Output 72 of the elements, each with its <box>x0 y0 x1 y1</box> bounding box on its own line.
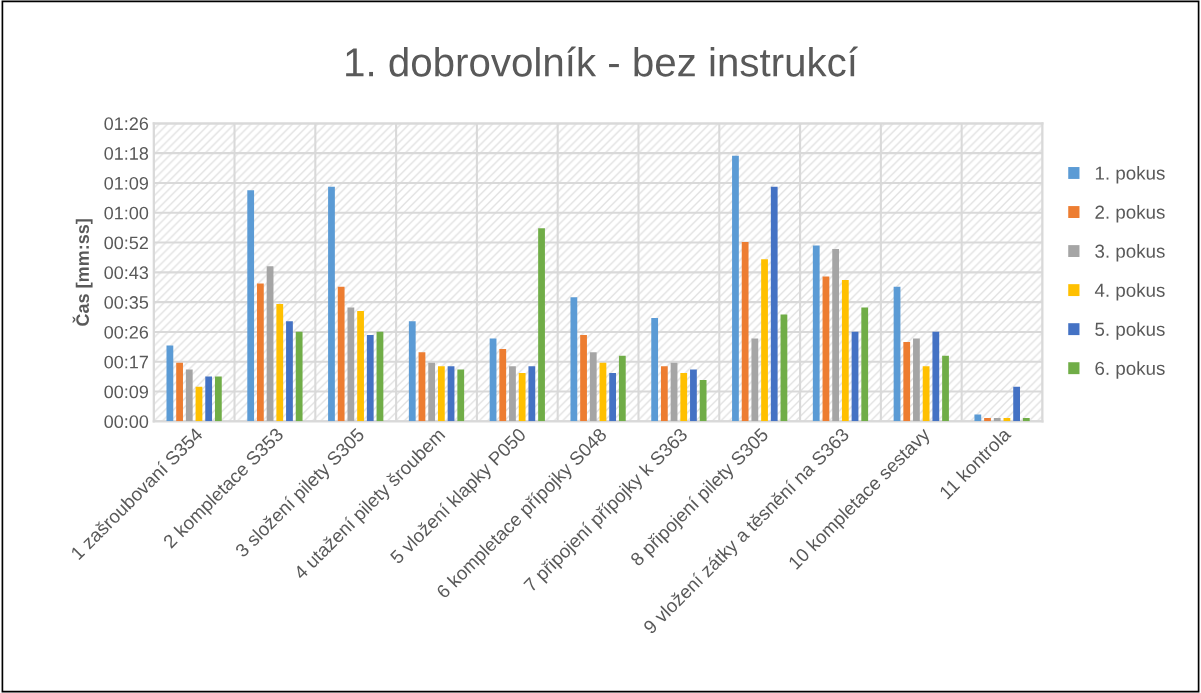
y-tick-label: 00:00 <box>104 415 149 429</box>
bar <box>295 331 303 422</box>
bar <box>680 373 688 422</box>
bar <box>913 338 920 422</box>
chart-title: 1. dobrovolník - bez instrukcí <box>346 46 858 77</box>
legend-label: 2. pokus <box>1095 205 1165 223</box>
y-tick-label: 00:09 <box>104 385 149 399</box>
bar <box>528 366 536 422</box>
bar <box>518 373 526 422</box>
bar <box>337 286 345 422</box>
bar <box>761 259 768 422</box>
bar <box>570 297 578 422</box>
bar <box>974 414 982 422</box>
legend-label: 6. pokus <box>1095 361 1165 379</box>
bar <box>185 369 193 422</box>
bar <box>651 317 659 422</box>
bar <box>812 245 820 422</box>
y-tick-label: 00:52 <box>104 236 148 250</box>
bar <box>932 331 940 422</box>
bar <box>1013 386 1021 422</box>
y-tick-label: 01:00 <box>104 206 149 220</box>
bar <box>256 283 264 422</box>
bar <box>690 369 697 422</box>
bar <box>328 186 335 422</box>
bar <box>509 366 516 422</box>
bar <box>166 345 174 422</box>
bar <box>699 379 707 422</box>
bar <box>357 310 364 422</box>
bar <box>176 362 183 422</box>
legend-label: 5. pokus <box>1095 322 1165 340</box>
bar <box>942 355 949 422</box>
y-tick-label: 00:43 <box>104 266 149 280</box>
bar <box>660 366 668 422</box>
bar <box>247 190 255 422</box>
legend-label: 1. pokus <box>1095 166 1165 184</box>
bar <box>580 335 587 422</box>
y-tick-label: 00:35 <box>104 296 149 309</box>
bar <box>538 228 545 422</box>
bar <box>861 307 869 422</box>
y-tick-label: 00:17 <box>104 355 148 369</box>
bar <box>841 279 849 422</box>
bar <box>1022 417 1030 422</box>
bar <box>286 321 293 422</box>
y-tick-label: 00:26 <box>104 325 149 339</box>
bar <box>589 352 597 422</box>
bar <box>366 335 374 422</box>
bar <box>408 321 416 422</box>
y-tick-label: 01:26 <box>104 117 149 131</box>
bar <box>609 373 617 422</box>
bar <box>437 366 445 422</box>
bar <box>770 186 778 422</box>
bar <box>618 355 626 422</box>
bar <box>347 307 355 422</box>
bar <box>457 369 465 422</box>
y-tick-label: 01:18 <box>104 147 149 160</box>
bar <box>205 376 213 422</box>
bar <box>922 366 930 422</box>
bar <box>276 304 284 422</box>
bar <box>984 417 991 422</box>
bar <box>732 155 739 422</box>
bar <box>499 348 507 422</box>
bar <box>428 362 436 422</box>
legend-label: 4. pokus <box>1094 283 1165 301</box>
bar <box>832 248 840 422</box>
bar <box>214 376 222 422</box>
legend-label: 3. pokus <box>1095 244 1165 262</box>
bar <box>741 242 749 422</box>
y-tick-label: 01:09 <box>104 176 149 190</box>
y-axis-title: Čas [mm:ss] <box>72 219 93 326</box>
bar <box>903 342 911 422</box>
bar <box>993 417 1001 422</box>
bar <box>751 338 759 422</box>
